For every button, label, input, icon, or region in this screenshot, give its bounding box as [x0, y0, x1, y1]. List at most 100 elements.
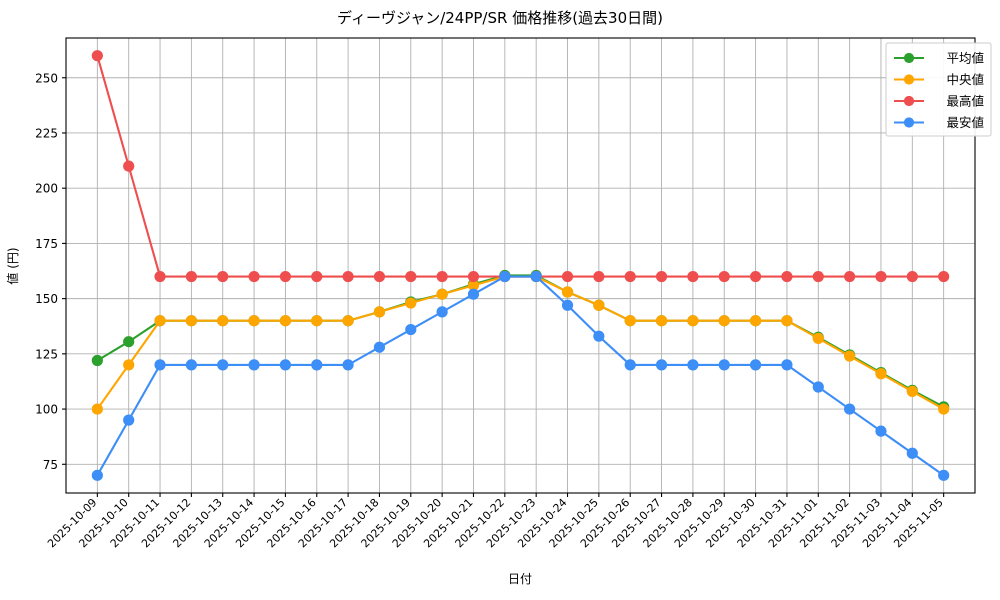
- data-point: [436, 288, 448, 300]
- data-point: [342, 359, 354, 371]
- legend-label: 最安値: [946, 115, 984, 130]
- data-point: [154, 359, 166, 371]
- gridlines: [66, 38, 975, 493]
- data-point: [436, 306, 448, 318]
- legend-label: 最高値: [946, 94, 984, 109]
- data-point: [687, 315, 699, 327]
- legend-swatch-marker: [903, 52, 915, 64]
- data-point: [812, 270, 824, 283]
- data-point: [217, 315, 229, 327]
- data-point: [561, 270, 574, 283]
- data-point: [624, 359, 636, 371]
- data-point: [687, 270, 699, 283]
- data-point: [781, 359, 793, 371]
- data-point: [217, 270, 229, 283]
- data-point: [279, 270, 292, 283]
- data-point: [154, 315, 166, 327]
- data-point: [342, 315, 354, 327]
- data-point: [561, 286, 574, 298]
- data-point: [938, 469, 950, 481]
- x-axis-label: 日付: [508, 572, 532, 586]
- data-point: [248, 359, 260, 371]
- data-point: [875, 425, 887, 437]
- data-point: [499, 270, 511, 283]
- data-point: [844, 270, 856, 283]
- y-axis-label: 値 (円): [5, 247, 20, 284]
- legend-label: 平均値: [946, 51, 984, 66]
- page-title: ディーヴジャン/24PP/SR 価格推移(過去30日間): [337, 9, 663, 27]
- data-point: [749, 315, 762, 327]
- data-point: [938, 403, 950, 415]
- data-point: [311, 359, 323, 371]
- data-point: [593, 330, 605, 342]
- y-tick-label: 225: [35, 126, 58, 140]
- y-tick-label: 100: [35, 403, 58, 417]
- data-point: [248, 270, 260, 283]
- data-point: [749, 359, 762, 371]
- plot-area-frame: [65, 37, 976, 494]
- legend-entry-1[interactable]: 平均値: [894, 51, 984, 66]
- data-point: [123, 359, 135, 371]
- data-point: [593, 270, 605, 283]
- data-point: [123, 160, 135, 172]
- data-point: [373, 306, 386, 318]
- data-point: [875, 270, 887, 283]
- data-point: [561, 299, 574, 311]
- data-point: [718, 315, 730, 327]
- series-4: [91, 270, 950, 481]
- data-point: [718, 359, 730, 371]
- data-point: [91, 403, 103, 415]
- data-point: [624, 270, 636, 283]
- data-point: [373, 341, 386, 353]
- data-series-layer: [91, 50, 950, 481]
- data-point: [906, 270, 918, 283]
- data-point: [938, 270, 950, 283]
- data-point: [405, 297, 417, 309]
- y-tick-label: 200: [35, 182, 58, 196]
- data-point: [655, 359, 668, 371]
- y-axis-ticks: 75 100 125 150 175 200 225 250: [35, 71, 66, 472]
- y-tick-label: 175: [35, 237, 58, 251]
- legend-entry-4[interactable]: 最安値: [894, 115, 984, 130]
- data-point: [311, 270, 323, 283]
- data-point: [405, 323, 417, 336]
- data-point: [342, 270, 354, 283]
- data-point: [718, 270, 730, 283]
- data-point: [844, 350, 856, 362]
- data-point: [248, 315, 260, 327]
- data-point: [123, 336, 135, 348]
- data-point: [154, 270, 166, 283]
- data-point: [655, 270, 668, 283]
- data-point: [844, 403, 856, 415]
- data-point: [875, 368, 887, 380]
- data-point: [593, 299, 605, 311]
- y-tick-label: 125: [35, 347, 58, 361]
- data-point: [217, 359, 229, 371]
- data-point: [467, 270, 480, 283]
- data-point: [279, 359, 292, 371]
- data-point: [655, 315, 668, 327]
- data-point: [405, 270, 417, 283]
- data-point: [812, 332, 824, 344]
- y-tick-label: 250: [35, 71, 58, 85]
- data-point: [687, 359, 699, 371]
- legend-entry-3[interactable]: 最高値: [894, 94, 984, 109]
- y-tick-label: 75: [43, 458, 58, 472]
- legend-label: 中央値: [946, 72, 984, 87]
- data-point: [185, 270, 197, 283]
- data-point: [467, 288, 480, 300]
- data-point: [781, 315, 793, 327]
- data-point: [436, 270, 448, 283]
- data-point: [906, 385, 918, 397]
- data-point: [373, 270, 386, 283]
- data-point: [311, 315, 323, 327]
- data-point: [91, 469, 103, 481]
- legend-swatch-marker: [903, 117, 915, 128]
- legend-entry-2[interactable]: 中央値: [894, 72, 984, 87]
- y-tick-label: 150: [35, 292, 58, 306]
- data-point: [185, 359, 197, 371]
